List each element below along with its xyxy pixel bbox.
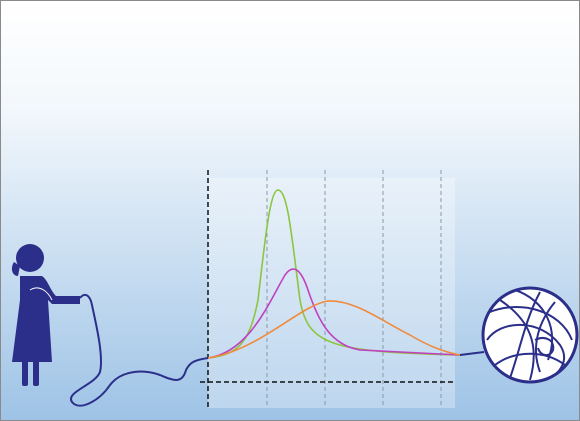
vertical-guides xyxy=(266,170,442,408)
woman-arm-outline xyxy=(29,287,53,301)
strand xyxy=(534,337,555,356)
woman-hair xyxy=(11,262,20,276)
strand xyxy=(489,306,573,341)
plot-panel xyxy=(208,178,455,408)
strand xyxy=(486,323,565,381)
woman-leg xyxy=(33,360,39,386)
yarn-strands xyxy=(486,289,573,381)
yarn-string xyxy=(69,293,209,407)
woman xyxy=(11,244,80,386)
woman-body xyxy=(12,276,80,362)
curve-orange xyxy=(207,300,461,359)
woman-leg xyxy=(22,360,28,386)
yarn-string-right xyxy=(459,351,485,356)
curve-magenta xyxy=(207,268,461,359)
yarn-ball xyxy=(481,286,579,384)
strand xyxy=(535,301,556,373)
strand xyxy=(499,299,535,381)
strand xyxy=(509,291,541,379)
strand xyxy=(494,352,566,366)
strand xyxy=(514,289,554,361)
woman-head xyxy=(16,244,44,272)
curve-green xyxy=(207,189,461,359)
